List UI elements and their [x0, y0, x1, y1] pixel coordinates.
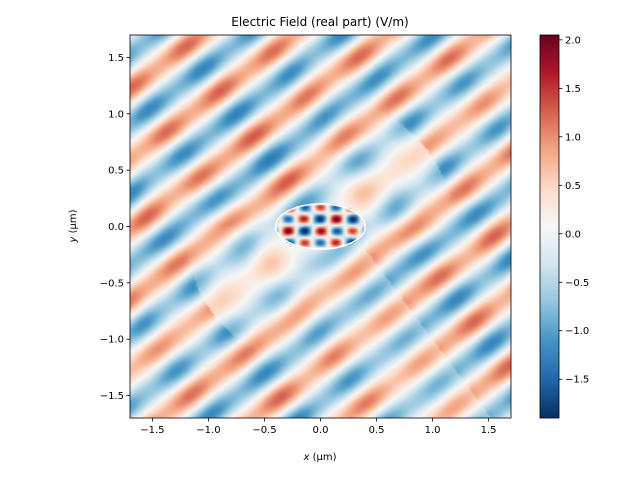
y-tick-label: −1.5 [100, 391, 124, 402]
colorbar-tick-label: 1.0 [565, 132, 581, 143]
chart-title: Electric Field (real part) (V/m) [231, 15, 408, 29]
colorbar: −1.5 −1.0 −0.5 0.0 0.5 1.0 1.5 2.0 [539, 34, 589, 419]
y-tick-label: −0.5 [100, 278, 124, 289]
colorbar-tick-label: −0.5 [565, 278, 589, 289]
colorbar-tick-label: −1.5 [565, 375, 589, 386]
colorbar-tick-label: −1.0 [565, 326, 589, 337]
x-tick-label: −1.5 [140, 425, 164, 436]
scatterer-outline [274, 203, 367, 250]
colorbar-tick-label: 1.5 [565, 84, 581, 95]
colorbar-frame [539, 34, 560, 419]
x-tick-label: −1.0 [196, 425, 220, 436]
y-axis-ticks: −1.5 −1.0 −0.5 0.0 0.5 1.0 1.5 [100, 53, 130, 402]
colorbar-ticks: −1.5 −1.0 −0.5 0.0 0.5 1.0 1.5 2.0 [559, 35, 589, 386]
x-axis-label: x (µm) [302, 452, 336, 463]
y-tick-label: 0.5 [108, 166, 124, 177]
colorbar-tick-label: 2.0 [565, 35, 581, 46]
x-axis-ticks: −1.5 −1.0 −0.5 0.0 0.5 1.0 1.5 [140, 418, 497, 436]
x-tick-label: −0.5 [252, 425, 276, 436]
x-tick-label: 1.0 [425, 425, 441, 436]
x-tick-label: 0.0 [313, 425, 329, 436]
colorbar-gradient [540, 35, 559, 418]
colorbar-tick-label: 0.0 [565, 229, 581, 240]
y-tick-label: 1.5 [108, 53, 124, 64]
x-tick-label: 0.5 [369, 425, 385, 436]
colorbar-tick-label: 0.5 [565, 181, 581, 192]
field-heatmap [130, 35, 511, 418]
y-axis-label: y (µm) [68, 209, 79, 243]
y-tick-label: 0.0 [108, 222, 124, 233]
x-tick-label: 1.5 [481, 425, 497, 436]
y-tick-label: 1.0 [108, 109, 124, 120]
y-tick-label: −1.0 [100, 335, 124, 346]
